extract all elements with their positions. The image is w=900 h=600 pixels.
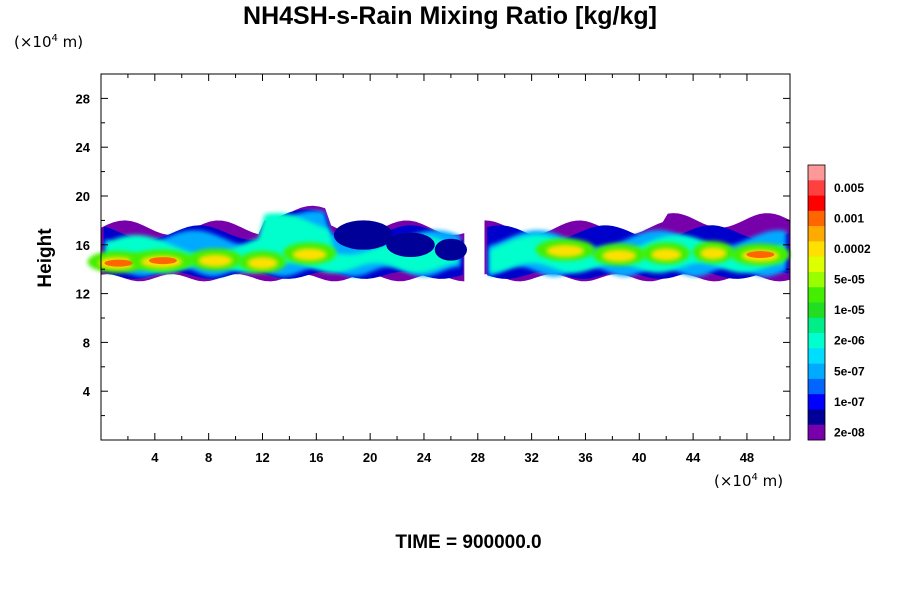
colorbar-label: 0.005 [834,181,864,195]
hot-spot-yellow [247,257,278,270]
y-tick-label: 16 [76,238,90,253]
mixing-ratio-field [87,205,790,282]
colorbar-label: 1e-05 [834,303,865,317]
colorbar-swatch [808,226,825,242]
colorbar-swatch [808,424,825,441]
colorbar-swatch [808,271,825,288]
x-tick-label: 48 [740,450,754,465]
colorbar-label: 1e-07 [834,395,865,409]
colorbar-frame [807,164,826,441]
colorbar-swatch [808,394,825,410]
colorbar-swatch [808,348,825,364]
x-tick-label: 16 [309,450,323,465]
x-axis-unit: (×104 m) [714,472,784,490]
y-axis-unit: (×104 m) [14,33,84,51]
cloud-blob [434,238,468,261]
colorbar-swatch [808,210,825,227]
colorbar-swatch [808,333,825,349]
cloud-blob [333,220,394,250]
hot-spot-yellow [602,249,637,262]
colorbar-swatch [808,363,825,380]
hot-spot-orange [746,251,775,259]
colorbar-label: 5e-05 [834,273,865,287]
colorbar-swatch [808,287,825,303]
x-tick-label: 36 [578,450,592,465]
time-label: TIME = 900000.0 [395,532,542,553]
colorbar-swatch [808,317,825,334]
colorbar-swatch [808,195,825,212]
colorbar-swatch [808,409,825,426]
hot-spot-yellow [198,254,233,267]
x-tick-label: 12 [255,450,269,465]
colorbar-label: 5e-07 [834,364,865,378]
x-tick-label: 20 [363,450,377,465]
colorbar-swatch [808,180,825,196]
chart-title: NH4SH-s-Rain Mixing Ratio [kg/kg] [243,2,657,30]
cloud-blob [386,232,435,257]
colorbar-swatch [808,165,825,181]
colorbar-label: 0.0002 [834,242,871,256]
hot-spot-orange [148,257,177,265]
hot-spot-yellow [651,248,682,261]
y-tick-label: 12 [76,287,90,302]
y-tick-label: 28 [76,91,90,106]
colorbar-label: 0.001 [834,211,864,225]
x-tick-label: 4 [151,450,159,465]
x-tick-label: 40 [632,450,646,465]
x-tick-label: 24 [417,450,432,465]
colorbar-swatch [808,241,825,257]
x-tick-label: 28 [471,450,485,465]
hot-spot-orange [104,259,133,267]
hot-spot-yellow [700,247,727,260]
colorbar-swatch [808,378,825,395]
colorbar-label: 2e-06 [834,334,865,348]
colorbar-swatch [808,302,825,319]
plot-frame [100,73,791,441]
colorbar-swatch [808,256,825,273]
y-tick-label: 20 [76,189,90,204]
y-tick-label: 4 [83,384,91,399]
x-tick-label: 32 [524,450,538,465]
hot-spot-yellow [292,248,327,261]
y-tick-label: 24 [76,140,91,155]
colorbar: 0.005 0.001 0.0002 5e-05 1e-05 2e-06 5e-07 1e-0… [807,164,871,441]
x-tick-label: 44 [686,450,701,465]
y-tick-label: 8 [83,335,90,350]
colorbar-label: 2e-08 [834,425,865,439]
hot-spot-yellow [546,244,585,257]
x-tick-label: 8 [205,450,212,465]
